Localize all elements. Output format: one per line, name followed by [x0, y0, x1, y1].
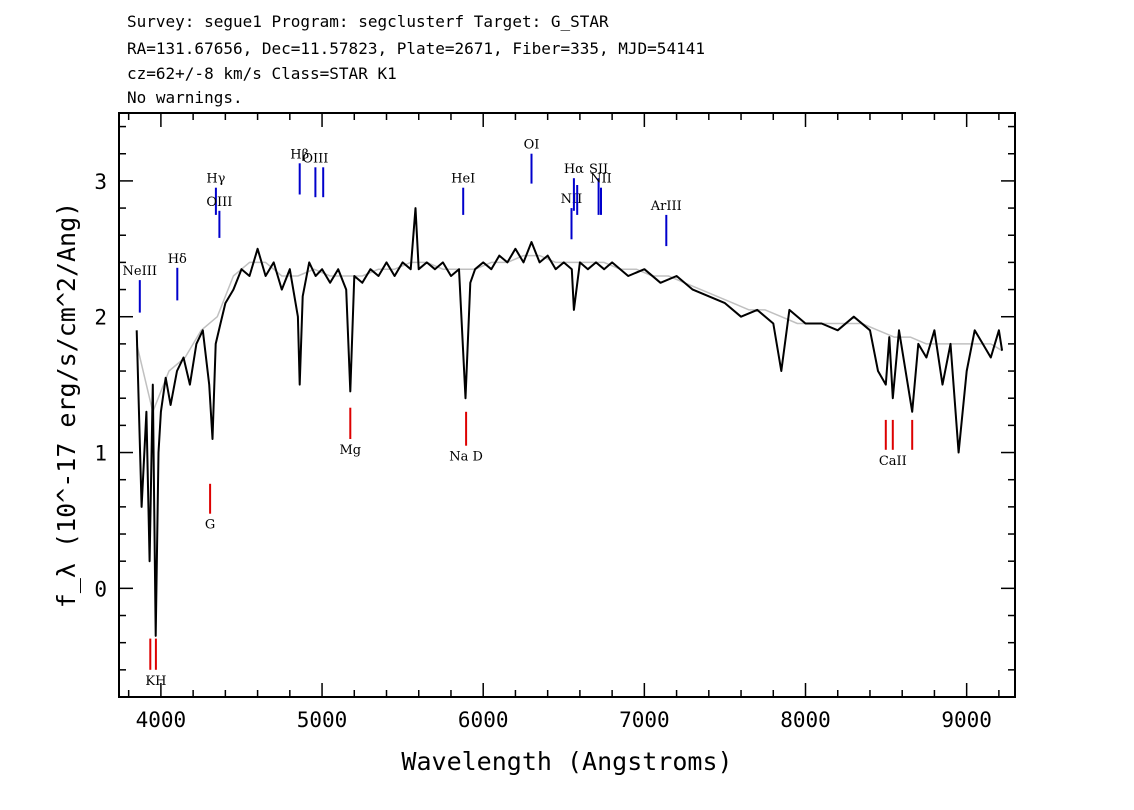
emission-line-label: Hα — [564, 162, 584, 177]
y-tick-label: 2 — [94, 306, 107, 330]
emission-line-label: Hδ — [168, 252, 187, 267]
x-tick-label: 4000 — [136, 708, 187, 732]
emission-line-label: OIII — [206, 195, 232, 210]
emission-line-label: NII — [590, 172, 612, 187]
x-tick-label: 5000 — [297, 708, 348, 732]
x-tick-label: 7000 — [619, 708, 670, 732]
series-error-line — [135, 254, 1003, 413]
emission-line-label: NeIII — [123, 264, 157, 279]
header-line-1: Survey: segue1 Program: segclusterf Targ… — [127, 12, 609, 31]
x-tick-label: 6000 — [458, 708, 509, 732]
emission-line-label: SII — [589, 162, 608, 177]
y-axis: 0 1 2 3 — [94, 125, 1015, 698]
y-tick-label: 3 — [94, 170, 107, 194]
series-layer — [135, 207, 1004, 637]
absorption-line-label: CaII — [879, 454, 907, 469]
x-tick-label: 8000 — [780, 708, 831, 732]
absorption-line-label: Na D — [449, 450, 483, 465]
emission-line-label: ArIII — [650, 199, 682, 214]
absorption-line-label: KH — [145, 674, 166, 689]
emission-line-label: Hγ — [206, 172, 225, 187]
y-axis-label: f_λ (10^-17 erg/s/cm^2/Ang) — [52, 202, 81, 608]
y-tick-label: 1 — [94, 442, 107, 466]
emission-line-label: OI — [524, 138, 540, 153]
absorption-line-label: G — [205, 518, 215, 533]
plot-frame — [118, 112, 1016, 698]
header-line-2: RA=131.67656, Dec=11.57823, Plate=2671, … — [127, 39, 705, 58]
x-axis: 4000 5000 6000 7000 8000 9000 — [127, 113, 1000, 732]
x-tick-label: 9000 — [941, 708, 992, 732]
x-axis-label: Wavelength (Angstroms) — [401, 747, 732, 776]
header-line-3: cz=62+/-8 km/s Class=STAR K1 — [127, 64, 397, 83]
absorption-line-label: Mg — [339, 443, 361, 458]
y-tick-label: 0 — [94, 577, 107, 601]
emission-line-label: NII — [561, 192, 583, 207]
series-flux-line — [135, 207, 1004, 637]
header-block: Survey: segue1 Program: segclusterf Targ… — [127, 12, 705, 107]
emission-line-label: OIII — [302, 151, 328, 166]
emission-line-label: Hβ — [290, 147, 309, 162]
emission-line-label: HeI — [451, 172, 475, 187]
header-line-4: No warnings. — [127, 88, 243, 107]
